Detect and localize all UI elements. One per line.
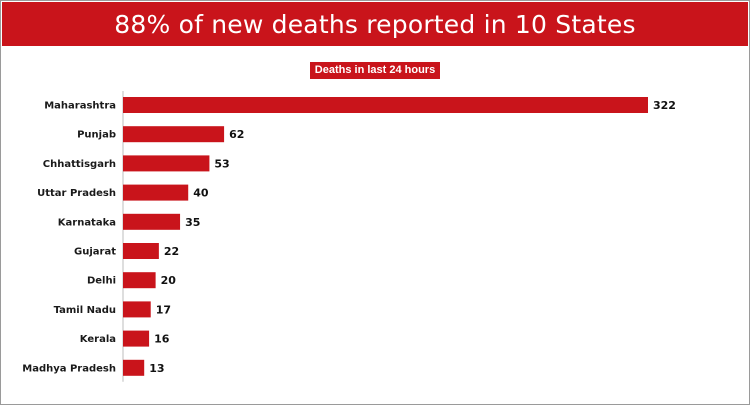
value-label: 17 (156, 303, 171, 316)
bar (123, 213, 181, 230)
value-label: 53 (214, 157, 229, 170)
bar (123, 243, 159, 259)
bar (123, 301, 151, 318)
value-label: 62 (229, 128, 244, 141)
category-label: Madhya Pradesh (22, 363, 116, 374)
value-label: 35 (185, 216, 200, 229)
bar (123, 330, 150, 347)
category-label: Maharashtra (44, 101, 116, 112)
bar (123, 97, 648, 113)
value-label: 16 (154, 333, 170, 346)
value-label: 322 (653, 99, 676, 112)
chart-title: 88% of new deaths reported in 10 States (114, 9, 636, 39)
category-label: Gujarat (74, 247, 116, 258)
bar (123, 272, 156, 289)
bar (123, 184, 189, 201)
category-label: Punjab (77, 130, 116, 141)
category-label: Kerala (80, 334, 116, 345)
value-label: 13 (149, 362, 164, 375)
chart-subtitle: Deaths in last 24 hours (309, 62, 441, 79)
bar (123, 155, 210, 172)
bar (123, 359, 145, 376)
value-label: 22 (164, 245, 179, 258)
subtitle-container: Deaths in last 24 hours (0, 62, 750, 79)
value-label: 20 (161, 274, 177, 287)
category-label: Tamil Nadu (54, 305, 116, 316)
title-banner: 88% of new deaths reported in 10 States (2, 2, 748, 46)
category-label: Chhattisgarh (43, 159, 116, 170)
category-label: Karnataka (58, 217, 116, 228)
bar (123, 126, 225, 143)
category-label: Uttar Pradesh (37, 188, 116, 199)
value-label: 40 (193, 187, 209, 200)
category-label: Delhi (87, 276, 116, 287)
